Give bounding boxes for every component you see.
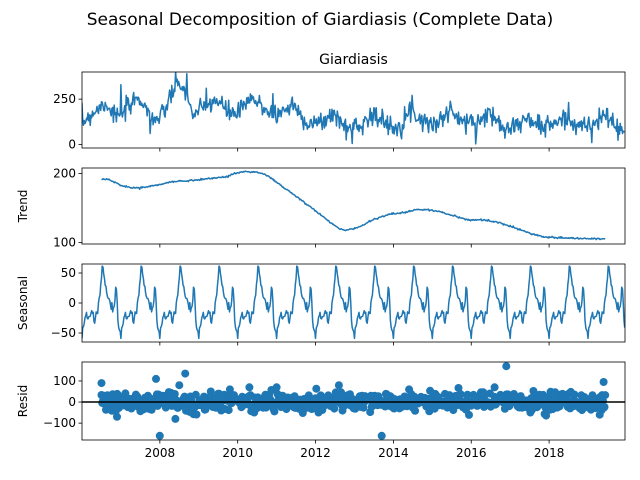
observed-y-tick-label: 0	[68, 137, 76, 151]
resid-point	[312, 384, 321, 393]
panel-resid: −100 0 100 2008 2010 2012 2014 2016 2018 Resid	[16, 361, 626, 460]
figure-title: Seasonal Decomposition of Giardiasis (Co…	[87, 10, 554, 30]
x-tick-label: 2012	[300, 446, 331, 460]
resid-point	[171, 414, 180, 423]
seasonal-y-axis-label: Seasonal	[16, 276, 30, 330]
trend-y-axis-label: Trend	[16, 190, 30, 224]
seasonal-y-tick-label: 0	[68, 296, 76, 310]
panel-seasonal: −50 0 50 Seasonal	[16, 263, 626, 346]
resid-point	[170, 390, 179, 398]
resid-point	[411, 406, 420, 415]
resid-point	[465, 410, 473, 419]
resid-point	[570, 390, 579, 399]
trend-plot-area	[101, 170, 606, 241]
resid-y-tick-label: 100	[53, 374, 76, 388]
seasonal-y-tick-label: 50	[61, 266, 76, 280]
resid-point	[155, 431, 164, 440]
resid-y-tick-label: 0	[68, 395, 76, 409]
seasonal-y-tick-label: −50	[51, 326, 76, 340]
resid-y-tick-label: −100	[43, 416, 76, 430]
resid-point	[454, 384, 463, 392]
resid-point	[542, 411, 551, 420]
resid-point	[600, 403, 609, 411]
panel-observed: 0 250 Giardiasis	[53, 52, 626, 152]
resid-point	[463, 390, 472, 399]
resid-point	[225, 385, 234, 394]
resid-point	[181, 369, 190, 378]
resid-point	[334, 381, 343, 390]
x-tick-label: 2018	[534, 446, 565, 460]
x-tick-label: 2016	[456, 446, 487, 460]
resid-point	[599, 378, 608, 386]
observed-y-tick-label: 250	[53, 92, 76, 106]
observed-plot-area	[82, 72, 625, 145]
trend-series-line	[101, 170, 606, 241]
resid-point	[456, 390, 465, 399]
resid-point	[175, 381, 184, 390]
trend-axes-frame	[81, 167, 626, 245]
resid-point	[377, 431, 386, 440]
trend-y-tick-label: 200	[53, 167, 76, 181]
resid-point	[490, 383, 499, 392]
observed-panel-title: Giardiasis	[319, 52, 388, 68]
resid-y-axis-label: Resid	[16, 385, 30, 417]
resid-point	[224, 406, 233, 415]
observed-axes-frame	[81, 71, 626, 149]
resid-point	[595, 410, 604, 419]
trend-y-tick-label: 100	[53, 236, 76, 250]
resid-plot-area	[82, 362, 625, 440]
seasonal-series-line	[82, 265, 625, 340]
resid-point	[245, 383, 254, 392]
x-tick-label: 2008	[145, 446, 176, 460]
resid-point	[97, 379, 106, 388]
x-tick-label: 2010	[222, 446, 253, 460]
panel-trend: 100 200 Trend	[16, 167, 626, 250]
resid-point	[330, 404, 339, 413]
resid-point	[192, 410, 201, 419]
x-tick-label: 2014	[378, 446, 409, 460]
resid-points	[97, 362, 610, 440]
resid-point	[152, 374, 160, 383]
seasonal-plot-area	[82, 265, 625, 340]
resid-point	[272, 383, 281, 392]
observed-series-line	[82, 72, 625, 145]
resid-point	[502, 362, 511, 371]
resid-axes-frame	[81, 361, 626, 441]
resid-point	[601, 391, 610, 400]
resid-point	[270, 407, 279, 416]
resid-point	[113, 412, 121, 421]
